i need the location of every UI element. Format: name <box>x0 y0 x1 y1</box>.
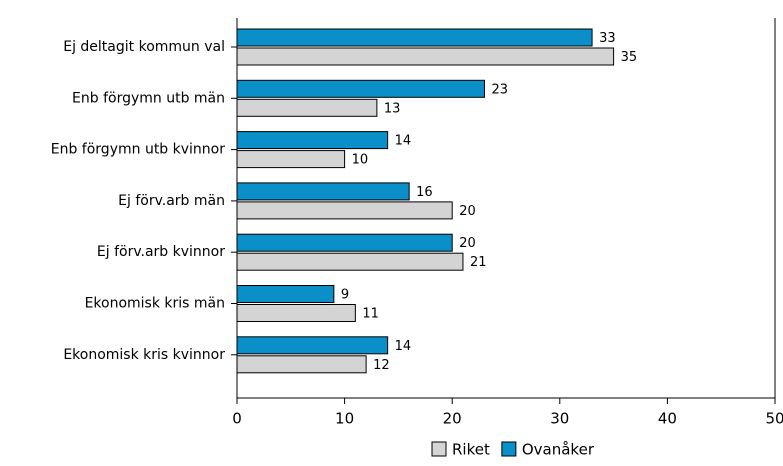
bar <box>236 201 453 220</box>
y-tick-label: Ej förv.arb kvinnor <box>97 244 225 260</box>
data-label: 16 <box>416 185 433 200</box>
bar <box>236 47 615 66</box>
x-tick-label: 50 <box>765 410 783 428</box>
x-tick-label: 40 <box>658 410 677 428</box>
data-label: 23 <box>491 82 508 97</box>
y-tick-label: Ekonomisk kris män <box>85 296 225 312</box>
bar <box>236 304 356 322</box>
bar <box>236 98 378 117</box>
bar <box>236 28 593 47</box>
y-tick-label: Ekonomisk kris kvinnor <box>63 347 225 363</box>
x-tick-label: 0 <box>232 410 242 428</box>
data-label: 13 <box>384 101 401 116</box>
y-tick-label: Ej deltagit kommun val <box>63 39 225 55</box>
bar <box>236 285 335 303</box>
data-label: 10 <box>352 153 369 168</box>
legend-swatch <box>501 441 517 457</box>
data-label: 20 <box>459 236 476 251</box>
bar <box>236 182 410 201</box>
x-tick-label: 20 <box>443 410 462 428</box>
data-label: 20 <box>459 204 476 219</box>
legend-swatch <box>431 441 447 457</box>
x-tick-label: 30 <box>550 410 569 428</box>
x-tick-label: 10 <box>335 410 354 428</box>
y-tick-label: Enb förgymn utb män <box>72 90 225 106</box>
data-label: 35 <box>621 50 638 65</box>
bar <box>236 336 389 355</box>
data-label: 21 <box>470 255 487 270</box>
data-label: 14 <box>395 339 412 354</box>
bar <box>236 131 389 150</box>
data-label: 9 <box>341 288 349 303</box>
data-label: 14 <box>395 134 412 149</box>
data-label: 33 <box>599 31 616 46</box>
data-label: 11 <box>362 307 379 322</box>
bar <box>236 355 367 374</box>
bar <box>236 252 464 271</box>
bar <box>236 150 346 169</box>
y-tick-label: Enb förgymn utb kvinnor <box>51 142 225 158</box>
bar <box>236 79 485 98</box>
bar <box>236 233 453 252</box>
data-label: 12 <box>373 358 390 373</box>
legend-label: Riket <box>452 441 490 459</box>
y-tick-label: Ej förv.arb män <box>118 193 225 209</box>
legend-label: Ovanåker <box>522 441 595 459</box>
